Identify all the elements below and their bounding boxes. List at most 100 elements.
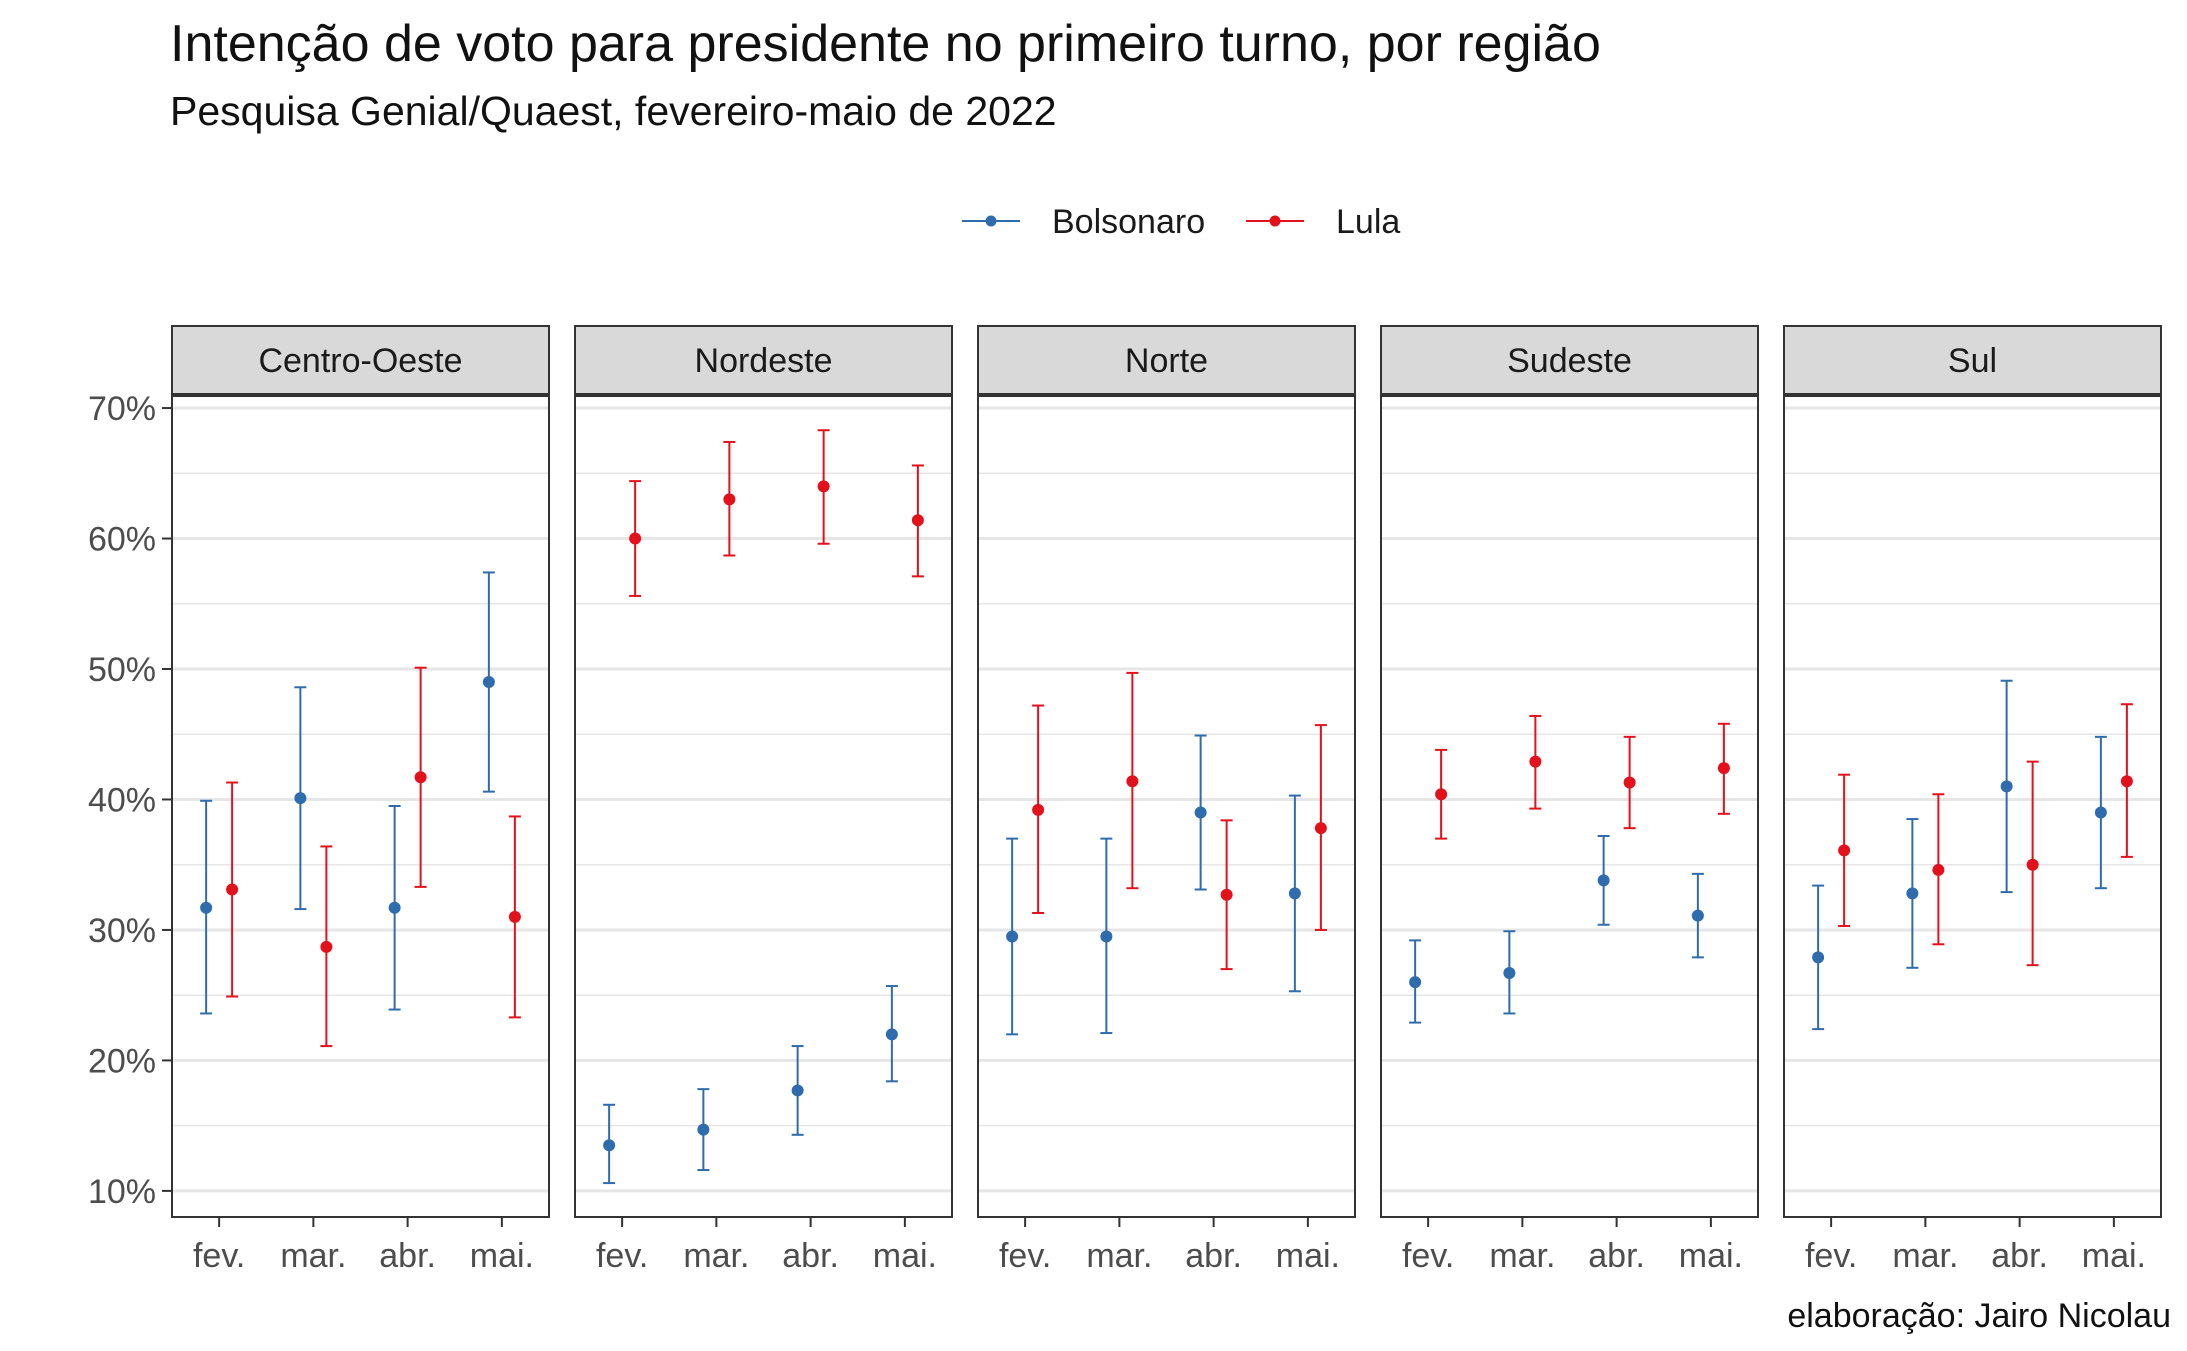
errorbar-lula [1126,671,1139,890]
data-point-bolsonaro [2000,780,2013,793]
x-tick-label: abr. [782,1237,839,1275]
errorbar-bolsonaro [1812,884,1825,1031]
errorbar-lula [508,815,521,1019]
errorbar-bolsonaro [294,686,307,911]
errorbar-bolsonaro [603,1103,616,1185]
x-tick-label: mai. [1679,1237,1743,1275]
y-tick-label: 60% [88,521,156,559]
errorbar-lula [2026,760,2039,967]
facet-title: Norte [1125,342,1208,380]
x-tick-label: mar. [1489,1237,1555,1275]
data-point-lula [2120,775,2133,788]
data-point-bolsonaro [1006,930,1019,943]
errorbar-lula [414,666,427,888]
data-point-lula [629,532,642,545]
facet-title: Nordeste [695,342,833,380]
legend-item-bolsonaro: Bolsonaro [962,203,1205,241]
data-point-lula [911,514,924,527]
errorbar-lula [1838,773,1851,928]
x-tick-label: mar. [683,1237,749,1275]
x-tick-label: mar. [1892,1237,1958,1275]
errorbar-bolsonaro [1503,930,1516,1015]
legend: Bolsonaro Lula [962,203,1400,241]
errorbar-lula [1717,722,1730,815]
errorbar-lula [320,845,333,1048]
x-tick-label: mar. [280,1237,346,1275]
data-point-lula [1220,888,1233,901]
data-point-lula [1032,803,1045,816]
data-point-lula [1717,762,1730,775]
data-point-bolsonaro [388,901,401,914]
data-point-bolsonaro [603,1139,616,1152]
errorbar-bolsonaro [1194,734,1207,891]
facet-strip [1380,325,1759,396]
legend-key-point [985,215,997,227]
x-tick-label: mai. [2082,1237,2146,1275]
errorbar-bolsonaro [1906,818,1919,969]
errorbar-lula [1529,714,1542,810]
data-point-bolsonaro [482,676,495,689]
errorbar-bolsonaro [885,985,898,1083]
facet-panel-centro-oeste: Centro-Oeste fev. mar. abr. mai. [171,325,550,1275]
data-point-bolsonaro [294,792,307,805]
facet-strip [1783,325,2162,396]
y-tick-label: 50% [88,651,156,689]
x-tick-label: fev. [999,1237,1051,1275]
y-tick-label: 20% [88,1042,156,1080]
x-tick-label: fev. [1402,1237,1454,1275]
facet-panel-sudeste: Sudeste fev. mar. abr. mai. [1380,325,1759,1275]
x-tick-label: abr. [1991,1237,2048,1275]
y-tick-label: 70% [88,390,156,428]
data-point-bolsonaro [791,1084,804,1097]
facet-panel-sul: Sul fev. mar. abr. mai. [1783,325,2162,1275]
x-tick-label: abr. [1185,1237,1242,1275]
y-tick-label: 10% [88,1173,156,1211]
errorbar-lula [1032,704,1045,914]
errorbar-lula [1623,735,1636,830]
errorbar-bolsonaro [697,1088,710,1172]
errorbar-bolsonaro [1691,872,1704,959]
x-tick-label: fev. [193,1237,245,1275]
errorbar-bolsonaro [2094,735,2107,890]
data-point-bolsonaro [885,1028,898,1041]
data-point-lula [226,883,239,896]
data-point-bolsonaro [1409,976,1422,989]
x-tick-label: mai. [470,1237,534,1275]
errorbar-lula [1314,724,1327,931]
panel-border [171,394,550,1218]
facet-panel-norte: Norte fev. mar. abr. mai. [977,325,1356,1275]
x-tick-label: mai. [873,1237,937,1275]
x-tick-label: fev. [1805,1237,1857,1275]
panel-border [1380,394,1759,1218]
data-point-lula [508,910,521,923]
chart-subtitle: Pesquisa Genial/Quaest, fevereiro-maio d… [170,88,1057,134]
data-point-lula [817,480,830,493]
data-point-lula [320,940,333,953]
data-point-lula [1435,788,1448,801]
errorbar-bolsonaro [2000,679,2013,894]
data-point-bolsonaro [1100,930,1113,943]
errorbar-lula [629,480,642,597]
facet-panel-nordeste: Nordeste fev. mar. abr. mai. [574,325,953,1275]
errorbar-bolsonaro [791,1045,804,1136]
panel-border [1783,394,2162,1218]
data-point-lula [1529,755,1542,768]
errorbar-lula [817,429,830,545]
data-point-bolsonaro [1597,874,1610,887]
data-point-lula [1126,775,1139,788]
chart-title: Intenção de voto para presidente no prim… [170,15,1601,73]
errorbar-bolsonaro [200,799,213,1015]
legend-key-point [1269,215,1281,227]
data-point-bolsonaro [2094,806,2107,819]
data-point-bolsonaro [1503,967,1516,980]
facet-title: Centro-Oeste [258,342,462,380]
caption: elaboração: Jairo Nicolau [1787,1297,2171,1335]
panel-border [977,394,1356,1218]
errorbar-bolsonaro [1006,837,1019,1036]
errorbar-lula [1220,819,1233,971]
errorbar-lula [723,440,736,557]
data-point-lula [723,493,736,506]
data-point-bolsonaro [1812,951,1825,964]
data-point-lula [414,771,427,784]
